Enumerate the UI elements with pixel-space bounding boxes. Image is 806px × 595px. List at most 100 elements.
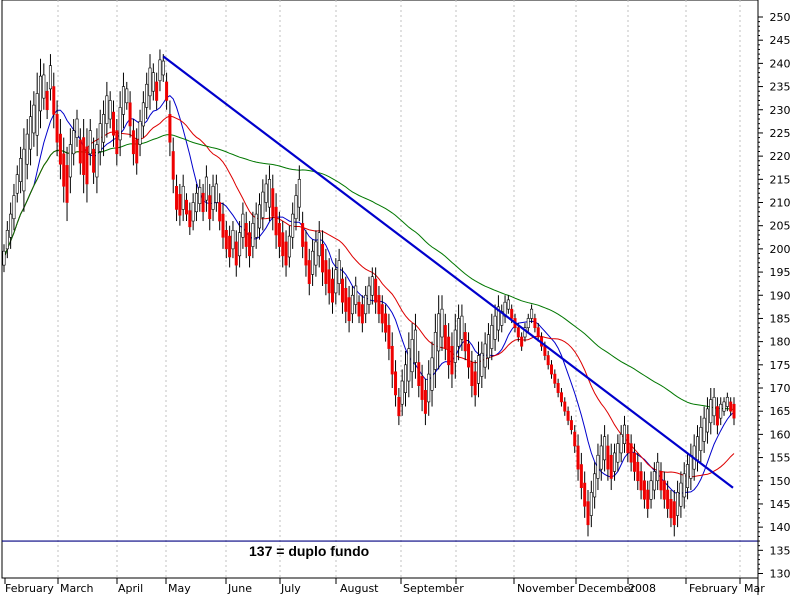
candle (699, 415, 703, 463)
candle-body-up (102, 114, 106, 143)
candle (221, 202, 225, 249)
candle-body-up (699, 427, 703, 451)
candle-body-up (158, 59, 162, 82)
candle-body-up (151, 72, 155, 92)
candle-body-down (520, 336, 524, 347)
candle-body-up (496, 306, 500, 331)
candle-body-up (5, 230, 9, 250)
candle (347, 285, 351, 333)
candle-body-up (75, 118, 79, 138)
candle (241, 202, 245, 249)
candle-body-up (121, 86, 125, 115)
candle (679, 471, 683, 518)
candle (121, 72, 125, 129)
candle (311, 239, 315, 286)
candle-body-up (257, 204, 261, 229)
candle (486, 323, 490, 370)
candle (135, 128, 139, 175)
month-label: Mar (744, 582, 765, 595)
candle (188, 202, 192, 235)
candle (523, 323, 527, 342)
month-label: September (403, 582, 464, 595)
candle-body-down (669, 498, 673, 519)
candle (397, 388, 401, 426)
lines-layer (2, 55, 758, 542)
candle (19, 146, 23, 194)
candle-body-down (632, 452, 636, 472)
candle-body-down (92, 148, 96, 173)
candle (626, 425, 630, 463)
candle-body-down (463, 332, 467, 352)
candle (473, 360, 477, 407)
candle (533, 313, 537, 333)
candle (264, 174, 268, 212)
candle (370, 267, 374, 305)
candle (350, 285, 354, 324)
candle-body-up (2, 250, 6, 266)
candle-body-up (12, 195, 16, 220)
candle (5, 221, 9, 259)
y-tick-label: 200 (770, 243, 791, 256)
candle-body-down (374, 278, 378, 303)
candle (214, 174, 218, 212)
y-tick-label: 190 (770, 289, 791, 302)
candle (234, 230, 238, 277)
axis-layer: 130 135 140 145 150 155 160 165 170 175 180 185 190 1… (2, 0, 791, 595)
candle-body-up (264, 183, 268, 203)
candle-body-down (536, 327, 540, 338)
candle (294, 183, 298, 231)
candle-body-up (198, 187, 202, 204)
candle (161, 54, 165, 82)
candle (596, 443, 600, 491)
candle (583, 471, 587, 518)
candle (334, 258, 338, 305)
candle-body-down (380, 304, 384, 324)
candle (337, 248, 341, 296)
candle-body-down (65, 165, 69, 203)
candle (722, 397, 726, 416)
candle (407, 332, 411, 398)
candle-body-down (639, 471, 643, 491)
candle-body-down (636, 461, 640, 482)
candle-body-up (722, 401, 726, 412)
y-tick-label: 250 (770, 11, 791, 24)
month-label: June (227, 582, 252, 595)
candle-body-up (161, 60, 165, 76)
candle-body-up (32, 104, 36, 134)
y-tick-label: 145 (770, 498, 791, 511)
candle-body-down (62, 153, 66, 187)
candle (357, 295, 361, 324)
candle-body-down (549, 364, 553, 375)
candle (105, 81, 109, 138)
y-tick-label: 165 (770, 405, 791, 418)
candle (719, 397, 723, 426)
month-label: May (168, 582, 191, 595)
ma-long-line (3, 134, 735, 411)
candle (244, 211, 248, 259)
candle (689, 443, 693, 491)
candle-body-down (559, 392, 563, 403)
candle (390, 332, 394, 388)
candle (45, 81, 49, 120)
candle-body-up (9, 213, 13, 238)
candle (88, 119, 92, 166)
candle (579, 452, 583, 500)
candle-body-down (55, 114, 59, 143)
candle (112, 100, 116, 147)
y-tick-label: 140 (770, 521, 791, 534)
candle-body-up (593, 473, 597, 498)
candle (656, 452, 660, 491)
candle (98, 109, 102, 166)
candle (453, 313, 457, 379)
candle (702, 406, 706, 453)
candle-body-down (576, 445, 580, 470)
candle (125, 81, 129, 110)
candle (606, 434, 610, 481)
candle-body-down (347, 297, 351, 322)
candle-body-up (267, 179, 271, 208)
candle (632, 443, 636, 481)
candle (467, 332, 471, 379)
candle (729, 397, 733, 416)
candle-body-down (112, 111, 116, 136)
candle (65, 146, 69, 222)
